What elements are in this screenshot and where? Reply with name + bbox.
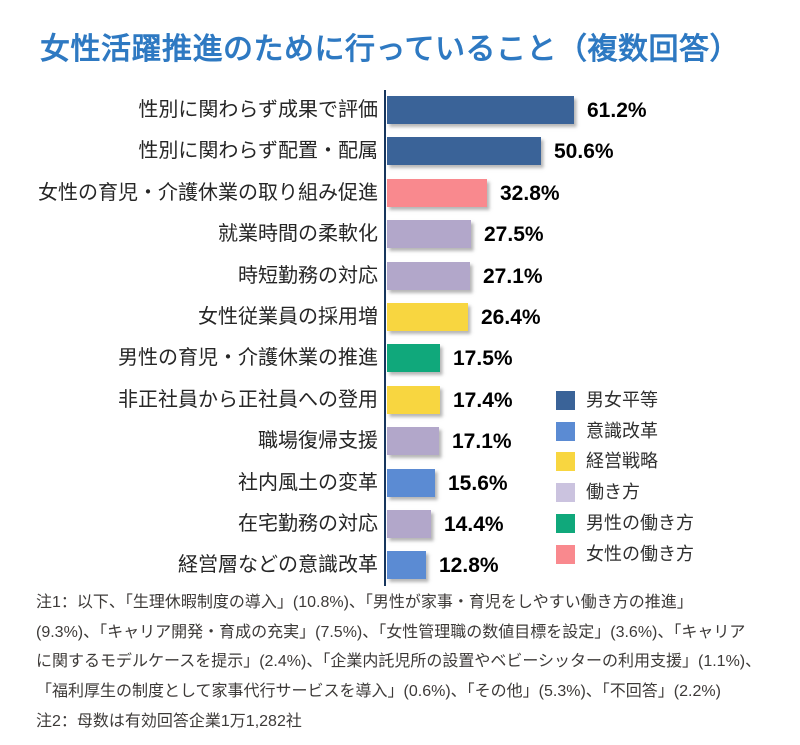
bar xyxy=(387,510,431,538)
bar-row: 在宅勤務の対応 14.4% xyxy=(0,510,800,538)
bar xyxy=(387,303,468,331)
notes: 注1：以下、「生理休暇制度の導入」(10.8%)、「男性が家事・育児をしやすい働… xyxy=(36,588,784,737)
legend-swatch xyxy=(556,513,575,533)
legend-label: 働き方 xyxy=(586,482,640,503)
bar-row: 経営層などの意識改革 12.8% xyxy=(0,551,800,580)
bar-label: 女性の育児・介護休業の取り組み促進 xyxy=(38,181,378,204)
bar xyxy=(387,96,574,124)
bar xyxy=(387,427,439,456)
bar-label: 社内風土の変革 xyxy=(238,471,378,494)
bar-row: 職場復帰支援 17.1% xyxy=(0,427,800,456)
bar-row: 性別に関わらず配置・配属 50.6% xyxy=(0,137,800,166)
legend-label: 意識改革 xyxy=(586,420,658,441)
bar-row: 性別に関わらず成果で評価 61.2% xyxy=(0,96,800,124)
bar-label: 非正社員から正社員への登用 xyxy=(118,388,378,411)
bar xyxy=(387,220,471,249)
bar-row: 就業時間の柔軟化 27.5% xyxy=(0,220,800,249)
note-line: 注2：母数は有効回答企業1万1,282社 xyxy=(36,712,302,730)
bar-label: 性別に関わらず成果で評価 xyxy=(138,99,378,121)
bar-value: 50.6% xyxy=(554,140,614,164)
bar-label: 職場復帰支援 xyxy=(258,430,378,453)
bar-value: 17.5% xyxy=(453,347,513,371)
bar-value: 26.4% xyxy=(481,306,541,329)
bar xyxy=(387,468,435,497)
bar-value: 15.6% xyxy=(448,471,508,495)
note-line: 注1：以下、「生理休暇制度の導入」(10.8%)、「男性が家事・育児をしやすい働… xyxy=(36,594,693,611)
bar-label: 時短勤務の対応 xyxy=(238,264,378,287)
chart-title: 女性活躍推進のために行っていること（複数回答） xyxy=(40,33,740,66)
bar-value: 17.1% xyxy=(452,430,512,454)
bar-label: 在宅勤務の対応 xyxy=(238,513,378,535)
legend-swatch xyxy=(556,452,575,472)
chart-area: 性別に関わらず成果で評価 61.2% 性別に関わらず配置・配属 50.6% 女性の育児・… xyxy=(0,85,800,590)
bar-label: 経営層などの意識改革 xyxy=(178,554,378,577)
bar-label: 男性の育児・介護休業の推進 xyxy=(118,347,378,370)
bar-value: 27.5% xyxy=(484,223,544,247)
legend-swatch xyxy=(556,421,575,441)
note-line: (9.3%)、「キャリア開発・育成の充実」(7.5%)、「女性管理職の数値目標を… xyxy=(36,623,746,641)
bar-label: 就業時間の柔軟化 xyxy=(218,223,378,246)
legend-label: 男性の働き方 xyxy=(586,512,694,533)
bar-row: 女性従業員の採用増 26.4% xyxy=(0,303,800,331)
bar xyxy=(387,178,487,207)
bar-label: 性別に関わらず配置・配属 xyxy=(138,140,378,163)
legend-swatch xyxy=(556,391,575,410)
bar xyxy=(387,137,541,166)
note-line: に関するモデルケースを提示」(2.4%)、「企業内託児所の設置やベビーシッターの… xyxy=(36,653,762,671)
bar-value: 14.4% xyxy=(444,513,504,536)
bar-value: 61.2% xyxy=(587,99,647,122)
bar xyxy=(387,344,440,373)
bar-value: 27.1% xyxy=(483,264,543,288)
bar-value: 12.8% xyxy=(439,554,499,578)
bar-row: 女性の育児・介護休業の取り組み促進 32.8% xyxy=(0,178,800,207)
legend-swatch xyxy=(556,483,575,503)
bar xyxy=(387,261,470,290)
bar xyxy=(387,385,440,414)
bar-value: 32.8% xyxy=(500,181,560,205)
bar-row: 社内風土の変革 15.6% xyxy=(0,468,800,497)
legend-label: 経営戦略 xyxy=(586,451,658,472)
legend-label: 女性の働き方 xyxy=(586,543,694,564)
bar xyxy=(387,551,426,580)
bar-row: 非正社員から正社員への登用 17.4% xyxy=(0,385,800,414)
y-axis-line xyxy=(384,90,386,586)
note-line: 「福利厚生の制度として家事代行サービスを導入」(0.6%)、「その他」(5.3%… xyxy=(36,683,721,701)
bar-label: 女性従業員の採用増 xyxy=(198,306,378,328)
bar-value: 17.4% xyxy=(453,388,513,412)
legend-swatch xyxy=(556,544,575,564)
bar-row: 男性の育児・介護休業の推進 17.5% xyxy=(0,344,800,373)
bar-row: 時短勤務の対応 27.1% xyxy=(0,261,800,290)
legend-label: 男女平等 xyxy=(586,390,658,410)
